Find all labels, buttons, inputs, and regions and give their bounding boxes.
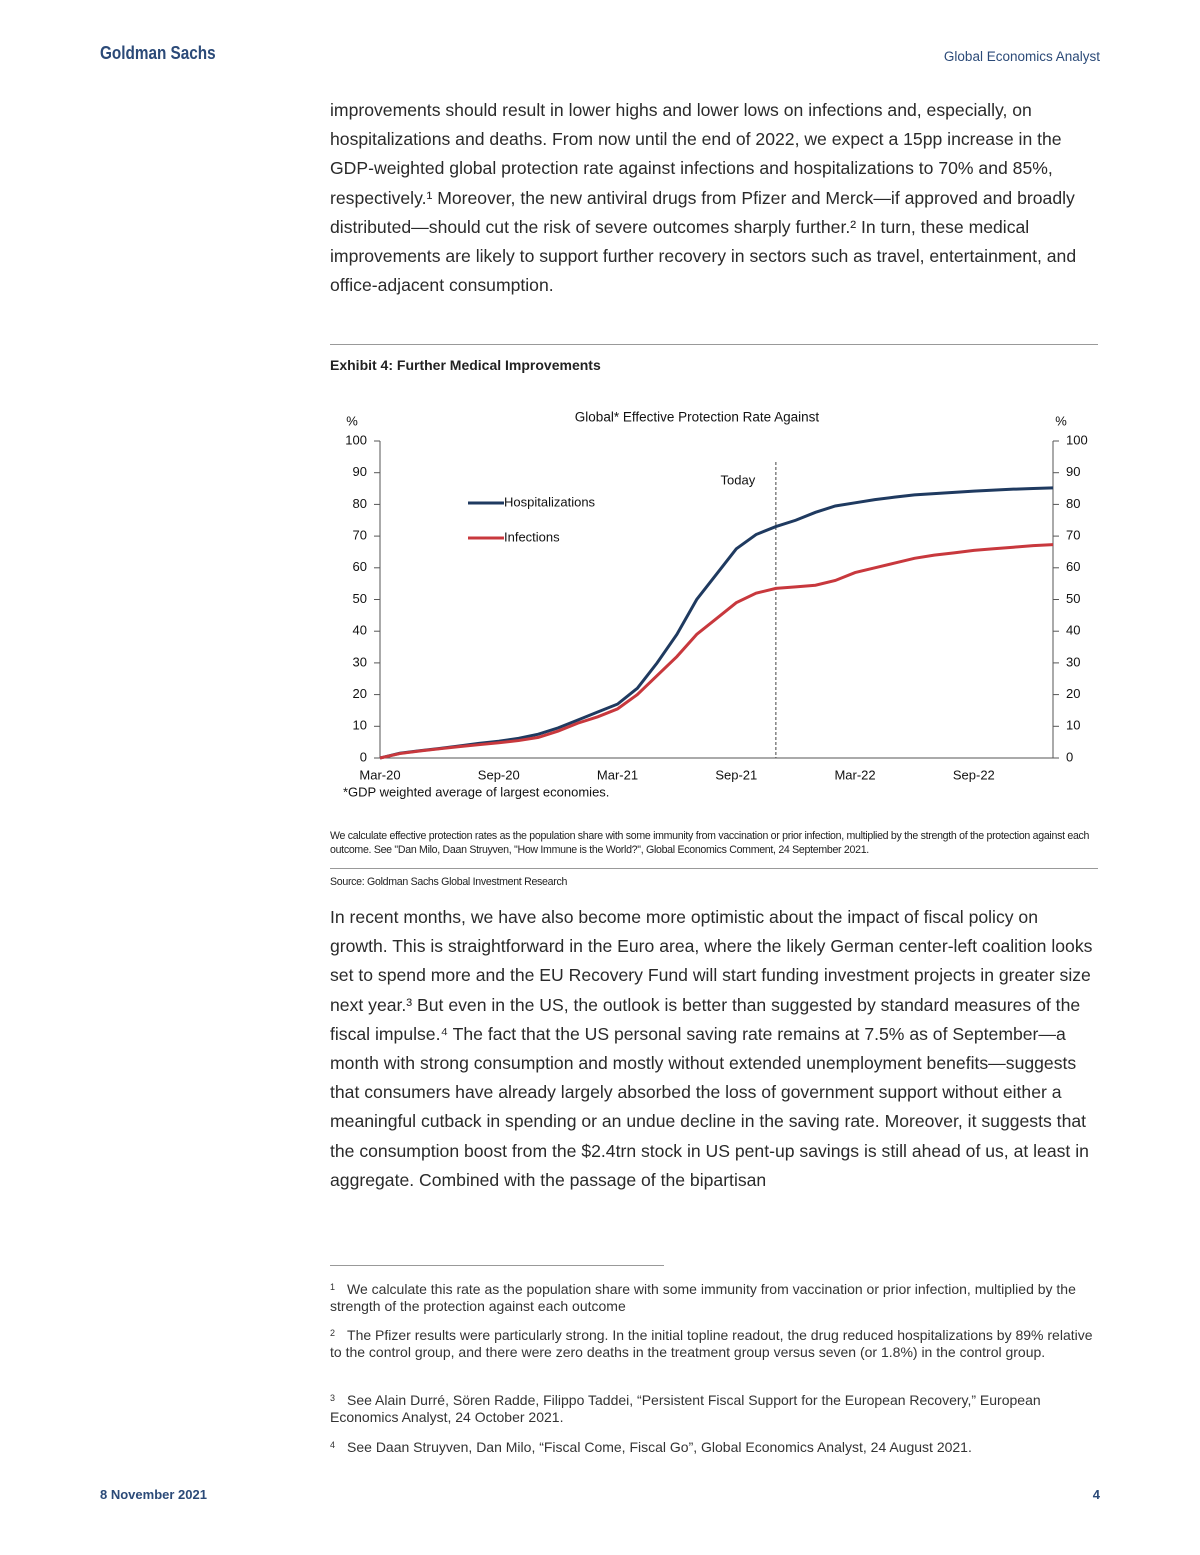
y2-tick-label: 80 [1066,496,1080,511]
footnote-rule [330,1265,664,1266]
paragraph: improvements should result in lower high… [330,100,1077,296]
footnote-text: The Pfizer results were particularly str… [330,1327,1093,1360]
y2-tick-label: 50 [1066,591,1080,606]
exhibit-title: Exhibit 4: Further Medical Improvements [330,357,601,373]
series-line [379,486,1054,760]
y-tick-label: 70 [353,528,367,543]
y2-tick-label: 30 [1066,654,1080,669]
y-tick-label: 100 [345,432,367,447]
y-tick-label: 90 [353,464,367,479]
publication: Global Economics Analyst [943,49,1100,64]
footnote-mark: 1 [330,1282,336,1292]
footnote-text: See Alain Durré, Sören Radde, Filippo Ta… [330,1392,1041,1425]
y2-tick-label: 20 [1066,686,1080,701]
y2-tick-label: 0 [1066,749,1073,764]
y-tick-label: 20 [353,686,367,701]
y-tick-label: 40 [353,623,367,638]
y-tick-label: 80 [353,496,367,511]
chart-title: Global* Effective Protection Rate Agains… [575,410,820,425]
footnote: 3 See Alain Durré, Sören Radde, Filippo T… [330,1390,1105,1426]
paragraph: In recent months, we have also become mo… [330,907,1093,1190]
y2-tick-label: 60 [1066,559,1080,574]
footnote-mark: 2 [330,1328,336,1338]
y-axis-label: % [346,413,358,428]
legend-label: Hospitalizations [504,494,596,509]
series-line [379,543,1054,760]
exhibit-note: We calculate effective protection rates … [330,830,1090,856]
rule [330,344,1098,345]
x-tick-label: Mar-22 [834,767,875,782]
footnote-text: We calculate this rate as the population… [330,1281,1076,1314]
footer-date: 8 November 2021 [100,1487,207,1502]
rule [330,868,1098,869]
footnote-mark: 3 [330,1393,336,1403]
legend-label: Infections [504,529,560,544]
footnote: 2 The Pfizer results were particularly st… [330,1325,1105,1361]
y-tick-label: 10 [353,718,367,733]
y2-tick-label: 10 [1066,718,1080,733]
page-number: 4 [1092,1487,1100,1502]
footnote: 1 We calculate this rate as the populatio… [330,1279,1105,1315]
y2-tick-label: 90 [1066,464,1080,479]
y2-tick-label: 70 [1066,528,1080,543]
y2-axis-label: % [1055,413,1067,428]
chart-footnote: *GDP weighted average of largest economi… [343,784,609,799]
y-tick-label: 30 [353,654,367,669]
today-label: Today [721,472,756,487]
footnote: 4 See Daan Struyven, Dan Milo, “Fiscal Co… [330,1437,1105,1456]
x-tick-label: Mar-21 [597,767,638,782]
x-tick-label: Sep-21 [715,767,757,782]
chart: Global* Effective Protection Rate Agains… [343,410,1088,800]
x-tick-label: Sep-20 [478,767,520,782]
footnote-mark: 4 [330,1440,336,1450]
brand: Goldman Sachs [100,43,216,63]
y2-tick-label: 40 [1066,623,1080,638]
footnote-text: See Daan Struyven, Dan Milo, “Fiscal Com… [347,1439,972,1455]
exhibit-source: Source: Goldman Sachs Global Investment … [330,876,568,888]
y-tick-label: 50 [353,591,367,606]
y-tick-label: 60 [353,559,367,574]
y-tick-label: 0 [360,749,367,764]
x-tick-label: Mar-20 [359,767,400,782]
y2-tick-label: 100 [1066,432,1088,447]
x-tick-label: Sep-22 [953,767,995,782]
